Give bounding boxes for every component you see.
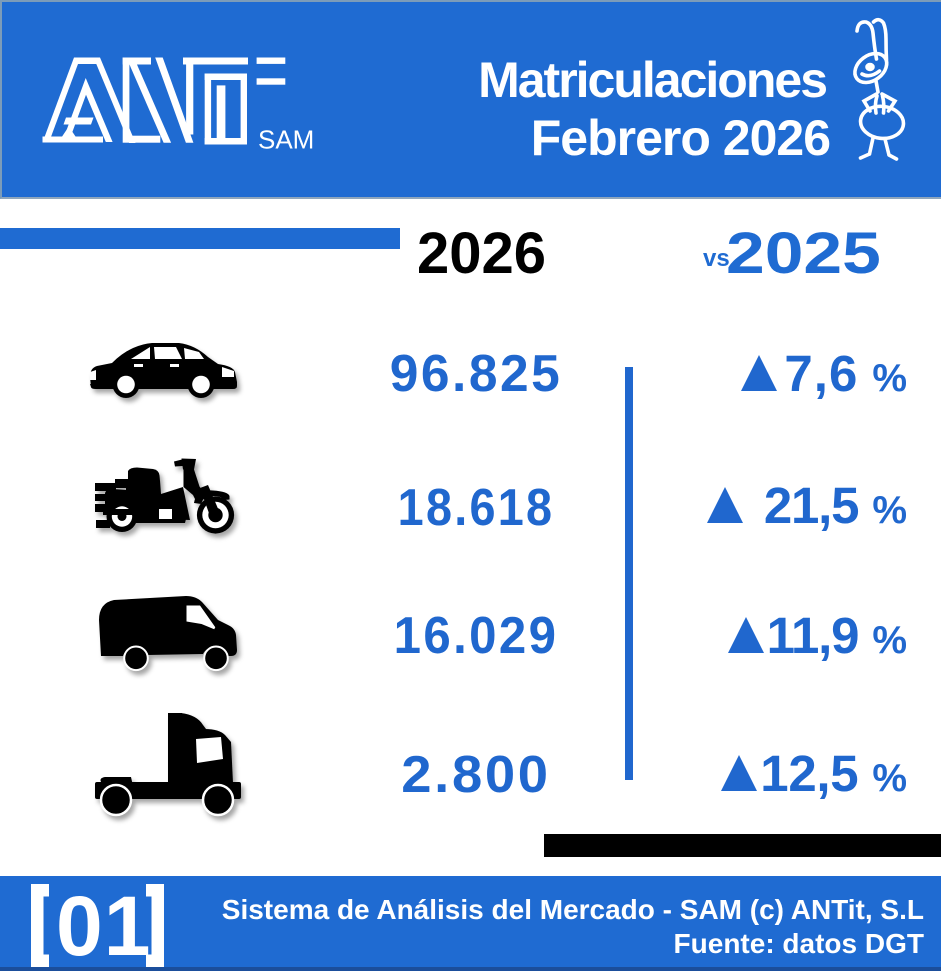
svg-text:SAM: SAM (258, 125, 314, 155)
